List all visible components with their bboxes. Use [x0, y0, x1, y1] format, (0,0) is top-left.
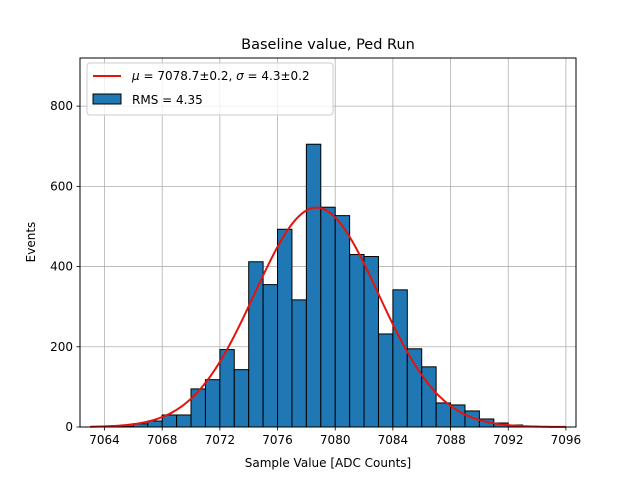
plot-frame [79, 57, 577, 428]
chart-title: Baseline value, Ped Run [241, 37, 415, 53]
histogram-bar [262, 284, 279, 428]
x-tick-label: 7096 [551, 433, 582, 447]
gaussian-fit-curve [90, 206, 566, 428]
y-axis-label: Events [24, 222, 38, 263]
legend-fit-sigma-value: = 4.3±0.2 [244, 69, 310, 83]
legend-fit-mu: μ [131, 69, 140, 83]
histogram-bar [392, 289, 408, 428]
legend-fit-sigma: σ [236, 69, 244, 83]
legend-fit-label: μ = 7078.7±0.2, σ = 4.3±0.2 [131, 69, 310, 83]
legend: μ = 7078.7±0.2, σ = 4.3±0.2 RMS = 4.35 [86, 62, 334, 116]
histogram-bar [219, 349, 235, 428]
histogram-bar [334, 215, 351, 428]
histogram-bar [435, 402, 452, 428]
x-tick-label: 7064 [89, 433, 120, 447]
y-tick-label: 600 [50, 179, 73, 193]
histogram-bars [118, 143, 538, 428]
y-tick-label: 400 [50, 260, 73, 274]
legend-box [86, 62, 334, 116]
histogram-bar [305, 143, 322, 428]
histogram-bar [421, 366, 437, 428]
histogram-bar [349, 254, 365, 428]
histogram-bar [233, 369, 250, 428]
legend-fit-mu-value: = 7078.7±0.2, [140, 69, 236, 83]
histogram-bar [291, 299, 307, 428]
x-tick-label: 7092 [493, 433, 524, 447]
histogram-bar [320, 206, 336, 428]
y-tick-label: 0 [65, 420, 73, 434]
histogram-bar [248, 261, 264, 428]
legend-hist-swatch [92, 93, 122, 105]
x-tick-label: 7076 [262, 433, 293, 447]
histogram-bar [363, 256, 379, 428]
histogram-bar [277, 228, 293, 428]
histogram-bar [190, 388, 206, 428]
x-tick-label: 7088 [435, 433, 466, 447]
x-axis-label: Sample Value [ADC Counts] [245, 456, 411, 470]
histogram-bar [176, 414, 192, 428]
histogram-bar [406, 348, 423, 428]
y-tick-label: 800 [50, 99, 73, 113]
x-tick-label: 7068 [147, 433, 178, 447]
y-tick-label: 200 [50, 340, 73, 354]
legend-hist-label: RMS = 4.35 [132, 93, 203, 107]
x-tick-label: 7072 [205, 433, 236, 447]
y-axis-ticks: 0 200 400 600 800 [50, 99, 80, 434]
x-axis-ticks: 7064 7068 7072 7076 7080 7084 7088 7092 7096 [89, 427, 581, 447]
histogram-bar [204, 379, 221, 428]
x-tick-label: 7080 [320, 433, 351, 447]
x-tick-label: 7084 [378, 433, 409, 447]
histogram-bar [377, 333, 394, 428]
